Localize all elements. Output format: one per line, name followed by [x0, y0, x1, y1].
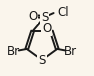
- Text: O: O: [42, 22, 51, 35]
- Text: Br: Br: [64, 45, 77, 58]
- Text: S: S: [41, 11, 48, 24]
- Text: Br: Br: [7, 45, 20, 58]
- Text: S: S: [38, 54, 46, 66]
- Text: O: O: [28, 10, 37, 23]
- Text: Cl: Cl: [58, 6, 69, 19]
